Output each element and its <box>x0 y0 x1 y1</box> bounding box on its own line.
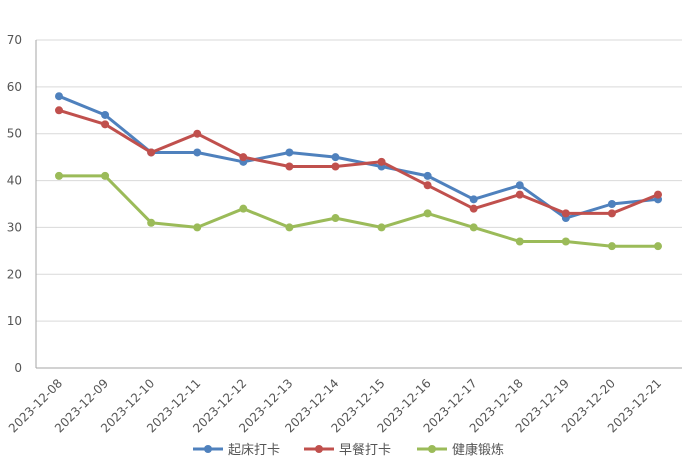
data-point <box>654 190 662 199</box>
data-point <box>55 106 63 115</box>
legend-swatch-marker <box>315 445 323 453</box>
data-point <box>101 171 110 180</box>
data-point <box>55 171 63 180</box>
axes <box>35 40 682 369</box>
data-point <box>607 242 616 251</box>
data-point <box>377 157 386 166</box>
y-tick-label: 30 <box>7 220 22 234</box>
legend-label: 早餐打卡 <box>339 442 391 458</box>
y-tick-label: 0 <box>14 361 22 375</box>
data-point <box>607 200 616 208</box>
gridlines <box>36 39 682 322</box>
data-point <box>469 223 478 232</box>
data-point <box>147 148 156 157</box>
data-point <box>515 190 524 199</box>
data-point <box>654 242 662 251</box>
data-point <box>561 237 570 246</box>
y-tick-label: 60 <box>7 80 22 94</box>
legend-item: 健康锻炼 <box>417 442 504 458</box>
data-point <box>469 195 478 204</box>
data-point <box>331 214 340 223</box>
data-point <box>101 110 110 119</box>
series-group <box>55 92 662 251</box>
data-point <box>147 218 156 227</box>
data-point <box>515 237 524 246</box>
data-point <box>607 209 616 218</box>
legend-label: 健康锻炼 <box>452 442 504 458</box>
data-point <box>331 153 340 162</box>
legend-item: 起床打卡 <box>193 443 280 458</box>
data-point <box>423 181 432 190</box>
y-tick-label: 20 <box>7 267 22 281</box>
series-2 <box>55 106 662 218</box>
data-point <box>101 120 110 129</box>
data-point <box>239 204 248 213</box>
legend-label: 起床打卡 <box>228 443 280 458</box>
data-point <box>515 181 524 190</box>
data-point <box>331 162 340 171</box>
legend-swatch-marker <box>204 445 212 453</box>
data-point <box>561 209 570 218</box>
series-1 <box>55 92 662 223</box>
y-tick-label: 10 <box>7 314 22 328</box>
series-line <box>57 108 660 215</box>
data-point <box>193 129 202 138</box>
y-axis-ticks: 0 10 20 30 40 50 60 70 <box>7 33 22 375</box>
series-3 <box>55 171 662 251</box>
data-point <box>285 148 294 157</box>
data-point <box>193 148 202 157</box>
legend-item: 早餐打卡 <box>304 442 391 458</box>
data-point <box>285 223 294 232</box>
data-point <box>469 204 478 213</box>
data-point <box>423 171 432 180</box>
legend-swatch-marker <box>428 445 436 453</box>
series-line <box>57 174 660 248</box>
y-tick-label: 70 <box>7 33 22 47</box>
data-point <box>193 223 202 232</box>
y-tick-label: 50 <box>7 127 22 141</box>
data-point <box>239 153 248 162</box>
legend: 起床打卡 早餐打卡 健康锻炼 <box>193 442 504 458</box>
series-line <box>57 94 660 220</box>
y-tick-label: 40 <box>7 174 22 188</box>
data-point <box>377 223 386 232</box>
data-point <box>285 162 294 171</box>
x-axis-ticks: 2023-12-082023-12-092023-12-102023-12-11… <box>6 376 664 435</box>
data-point <box>55 92 63 101</box>
data-point <box>423 209 432 218</box>
